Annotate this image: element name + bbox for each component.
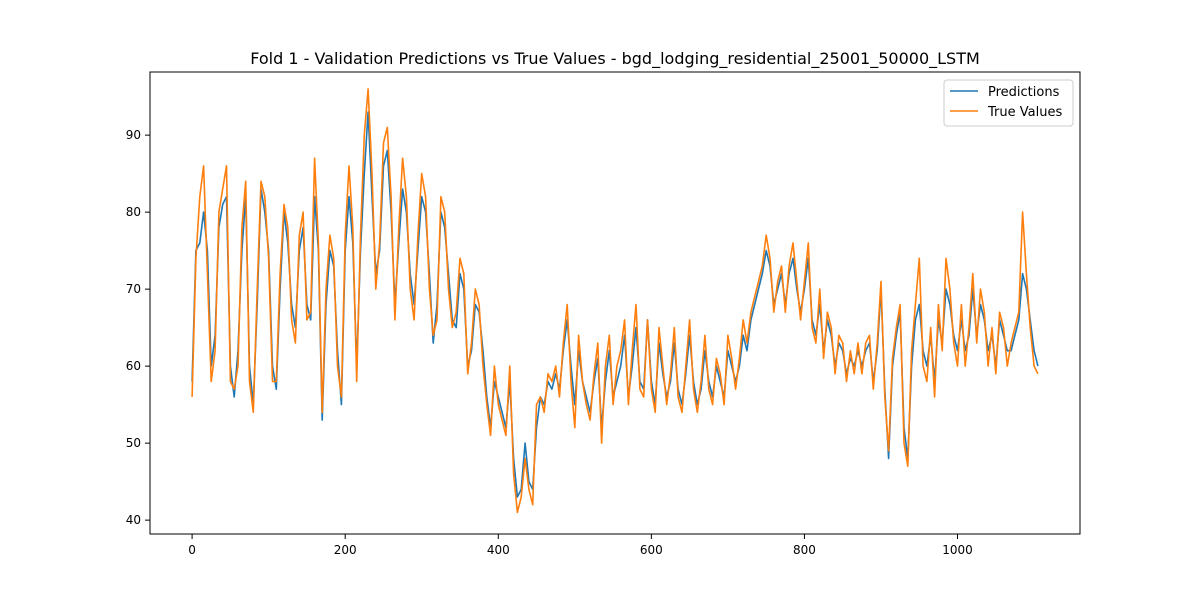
x-tick-label-5: 1000 [942,543,973,557]
x-tick-label-0: 0 [188,543,196,557]
x-tick-label-3: 600 [640,543,663,557]
x-tick-label-2: 400 [487,543,510,557]
series-line-0 [191,111,1039,498]
x-tick-label-4: 800 [793,543,816,557]
y-tick-label-4: 80 [126,205,141,219]
legend-label-0: Predictions [988,85,1060,100]
y-tick-label-1: 50 [126,436,141,450]
series-layer [191,88,1039,514]
y-tick-label-5: 90 [126,128,141,142]
legend-label-1: True Values [987,105,1062,120]
y-tick-label-2: 60 [126,359,141,373]
y-tick-label-3: 70 [126,282,141,296]
series-line-1 [191,88,1039,514]
legend: Predictions True Values [943,79,1074,127]
x-tick-label-1: 200 [334,543,357,557]
plot-frame [149,71,1081,535]
y-tick-label-0: 40 [126,513,141,527]
y-axis: 40 50 60 70 80 90 [126,128,150,527]
chart-title: Fold 1 - Validation Predictions vs True … [250,49,980,69]
x-axis: 0 200 400 600 800 1000 [188,534,973,557]
